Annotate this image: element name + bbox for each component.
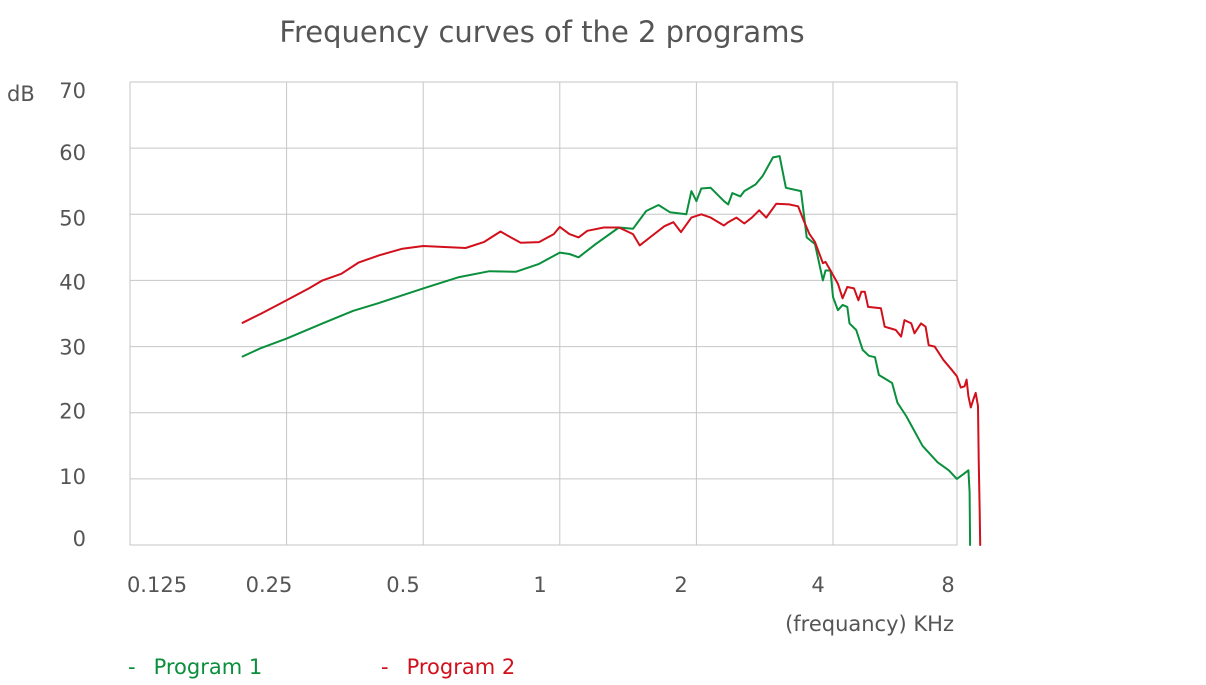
y-axis-unit-label: dB bbox=[7, 82, 35, 106]
x-axis: (frequancy) KHz 0.125 0.25 0.5 1 2 4 8 bbox=[127, 573, 955, 636]
legend: - Program 1- Program 2 bbox=[128, 655, 515, 679]
x-tick-label: 1 bbox=[533, 573, 546, 597]
x-axis-unit-label: (frequancy) KHz bbox=[785, 612, 954, 636]
series-lines bbox=[241, 155, 982, 546]
chart-title: Frequency curves of the 2 programs bbox=[279, 15, 804, 49]
plot-area-border bbox=[129, 81, 958, 546]
x-tick-label: 4 bbox=[811, 573, 824, 597]
legend-item: - Program 1 bbox=[128, 655, 262, 679]
x-tick-label: 0.5 bbox=[386, 573, 419, 597]
x-tick-label: 0.125 bbox=[127, 573, 187, 597]
x-tick-label: 8 bbox=[941, 573, 954, 597]
series-line-program-1 bbox=[241, 155, 972, 546]
x-tick-label: 2 bbox=[674, 573, 687, 597]
legend-dash-marker: - bbox=[128, 655, 136, 679]
legend-label: Program 1 bbox=[154, 655, 263, 679]
y-tick-label: 20 bbox=[59, 400, 86, 424]
y-axis: dB 0 10 20 30 40 50 60 70 bbox=[7, 79, 86, 551]
legend-dash-marker: - bbox=[381, 655, 389, 679]
legend-item: - Program 2 bbox=[381, 655, 515, 679]
y-tick-label: 70 bbox=[59, 79, 86, 103]
y-tick-label: 50 bbox=[59, 206, 86, 230]
y-tick-label: 30 bbox=[59, 336, 86, 360]
y-tick-label: 60 bbox=[59, 141, 86, 165]
grid-lines bbox=[129, 81, 958, 546]
legend-label: Program 2 bbox=[407, 655, 516, 679]
series-line-program-2 bbox=[241, 202, 982, 546]
y-tick-label: 40 bbox=[59, 270, 86, 294]
y-tick-label: 0 bbox=[73, 527, 86, 551]
x-tick-label: 0.25 bbox=[246, 573, 293, 597]
y-tick-label: 10 bbox=[59, 465, 86, 489]
